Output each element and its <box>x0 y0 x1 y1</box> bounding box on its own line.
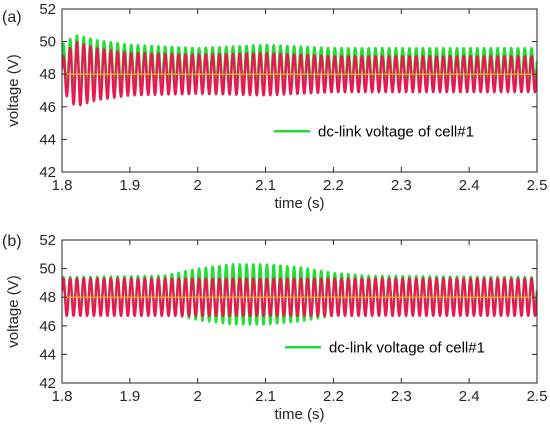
y-tick-label: 48 <box>39 66 56 83</box>
x-axis-label: time (s) <box>275 406 325 423</box>
y-tick-label: 52 <box>39 232 56 249</box>
y-tick-label: 46 <box>39 99 56 116</box>
y-tick-label: 50 <box>39 34 56 51</box>
x-tick-label: 2 <box>194 177 202 194</box>
x-tick-label: 1.8 <box>52 388 73 405</box>
y-tick-label: 42 <box>39 375 56 392</box>
y-tick-label: 44 <box>39 131 56 148</box>
y-tick-label: 42 <box>39 164 56 181</box>
legend: dc-link voltage of cell#1 <box>279 335 529 358</box>
x-tick-label: 1.9 <box>119 177 140 194</box>
x-tick-label: 2.1 <box>255 177 276 194</box>
y-tick-label: 52 <box>39 1 56 18</box>
legend-entry-label: dc-link voltage of cell#1 <box>329 339 485 356</box>
x-tick-label: 2.1 <box>255 388 276 405</box>
x-tick-label: 1.8 <box>52 177 73 194</box>
x-tick-label: 2.2 <box>323 388 344 405</box>
y-axis-label: voltage (V) <box>5 54 22 127</box>
x-tick-label: 2.4 <box>459 177 480 194</box>
legend-entry-label: dc-link voltage of cell#1 <box>318 123 474 140</box>
panel-label: (b) <box>2 233 22 250</box>
y-tick-label: 44 <box>39 346 56 363</box>
legend-box <box>268 119 529 142</box>
x-tick-label: 2.3 <box>391 388 412 405</box>
y-axis-label: voltage (V) <box>5 275 22 348</box>
plot-series-group <box>62 263 537 326</box>
chart-panel-0: 1.8 1.9 2 2.1 2.2 2.3 2.4 2.5 42 44 46 48 50 52 time (… <box>2 1 547 212</box>
axes-box <box>61 239 538 384</box>
y-tick-label: 46 <box>39 318 56 335</box>
x-tick-label: 2.2 <box>323 177 344 194</box>
chart-panel-1: 1.8 1.9 2 2.1 2.2 2.3 2.4 2.5 42 44 46 48 50 52 time (… <box>2 232 547 423</box>
y-tick-label: 50 <box>39 261 56 278</box>
x-axis-label: time (s) <box>275 195 325 212</box>
plot-series-group <box>62 34 537 107</box>
axes-box <box>61 8 538 173</box>
x-tick-label: 2 <box>194 388 202 405</box>
legend-box <box>279 335 529 358</box>
x-tick-label: 2.5 <box>527 177 548 194</box>
x-tick-label: 2.4 <box>459 388 480 405</box>
legend: dc-link voltage of cell#1 <box>268 119 529 142</box>
y-tick-label: 48 <box>39 289 56 306</box>
series-line-1 <box>62 40 537 107</box>
panel-label: (a) <box>2 9 22 26</box>
series-line-1 <box>62 277 537 317</box>
x-tick-label: 1.9 <box>119 388 140 405</box>
x-tick-label: 2.3 <box>391 177 412 194</box>
x-tick-label: 2.5 <box>527 388 548 405</box>
